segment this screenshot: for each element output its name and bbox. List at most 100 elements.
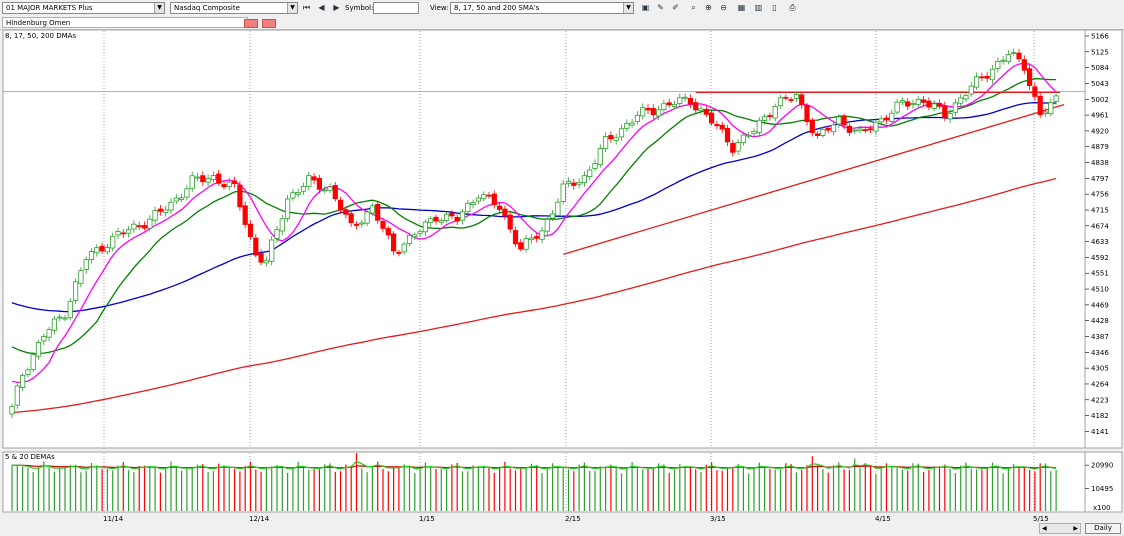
candle-body: [842, 117, 846, 125]
candle-body: [333, 185, 337, 198]
candle-body: [1027, 69, 1031, 86]
candle-body: [598, 148, 602, 164]
price-tick-label: 4387: [1091, 333, 1109, 341]
candle-body: [450, 213, 454, 216]
candle: [243, 202, 247, 229]
candle-body: [688, 98, 692, 104]
candle-body: [338, 200, 342, 210]
price-tick-label: 4346: [1091, 349, 1109, 357]
price-tick-label: 4756: [1091, 191, 1109, 199]
candle-body: [725, 128, 729, 142]
candle-body: [36, 342, 40, 356]
candle-body: [222, 185, 226, 187]
candle-body: [524, 239, 528, 250]
candle-body: [10, 406, 14, 414]
candle-body: [317, 178, 321, 189]
candle-body: [280, 219, 284, 231]
candle-body: [344, 210, 348, 215]
candle-body: [948, 114, 952, 119]
candle-body: [243, 206, 247, 225]
candle-body: [662, 104, 666, 110]
price-panel-title: 8, 17, 50, 200 DMAs: [5, 32, 76, 40]
candle-body: [884, 118, 888, 120]
candle-body: [699, 109, 703, 111]
scroll-right-icon[interactable]: ▶: [1073, 524, 1078, 533]
candle-body: [397, 252, 401, 253]
candle-body: [545, 219, 549, 231]
candle-body: [248, 224, 252, 236]
candle-body: [354, 224, 358, 225]
candle-body: [630, 123, 634, 125]
candle-body: [921, 100, 925, 103]
candle-body: [635, 115, 639, 121]
candle-body: [20, 375, 24, 387]
volume-panel-title: 5 & 20 DEMAs: [5, 453, 55, 461]
candle-body: [26, 370, 30, 375]
scroll-left-icon[interactable]: ◀: [1042, 524, 1047, 533]
candle-body: [407, 235, 411, 243]
price-tick-label: 4141: [1091, 428, 1109, 436]
timeframe-button[interactable]: Daily: [1085, 523, 1121, 534]
candle-body: [519, 243, 523, 249]
candle-body: [641, 108, 645, 116]
candle-body: [932, 104, 936, 109]
candle-body: [847, 126, 851, 132]
candle-body: [572, 183, 576, 186]
candle-body: [561, 184, 565, 202]
price-tick-label: 4715: [1091, 206, 1109, 214]
candle-body: [95, 248, 99, 253]
price-tick-label: 5166: [1091, 33, 1109, 41]
candle-body: [217, 174, 221, 183]
candle-body: [906, 102, 910, 106]
candle-body: [588, 170, 592, 177]
candle-body: [821, 129, 825, 135]
price-tick-label: 4797: [1091, 175, 1109, 183]
candle-body: [709, 113, 713, 123]
candle-body: [927, 101, 931, 107]
candle-body: [307, 176, 311, 187]
candle-body: [529, 238, 533, 240]
candle-body: [201, 176, 205, 182]
candle-body: [566, 182, 570, 184]
date-label: 4/15: [875, 515, 891, 523]
candle-body: [492, 194, 496, 205]
price-tick-label: 4838: [1091, 159, 1109, 167]
candle-body: [513, 231, 517, 244]
candle-body: [694, 103, 698, 110]
candle-body: [969, 86, 973, 94]
date-label: 2/15: [565, 515, 581, 523]
candle-body: [476, 198, 480, 201]
candle-body: [916, 99, 920, 104]
candle-body: [789, 100, 793, 101]
candle-body: [434, 217, 438, 221]
candle-body: [1038, 96, 1042, 114]
price-tick-label: 5084: [1091, 64, 1109, 72]
candle-body: [73, 282, 77, 301]
candle-body: [577, 182, 581, 184]
candle-body: [614, 138, 618, 141]
candle: [1038, 92, 1042, 118]
candle-body: [1001, 60, 1005, 61]
candle-body: [805, 105, 809, 121]
candle-body: [259, 254, 263, 263]
candle-body: [656, 110, 660, 116]
candle-body: [752, 131, 756, 133]
candle-body: [105, 248, 109, 252]
candle-body: [990, 69, 994, 80]
candle-body: [582, 176, 586, 183]
candle: [73, 279, 77, 304]
candle-body: [593, 164, 597, 169]
candle-body: [900, 101, 904, 102]
candle-body: [360, 223, 364, 224]
price-tick-label: 4182: [1091, 412, 1109, 420]
price-tick-label: 4305: [1091, 365, 1109, 373]
candle-body: [651, 108, 655, 114]
candle-body: [815, 134, 819, 136]
volume-tick-label: 10495: [1091, 485, 1113, 493]
candle-body: [736, 143, 740, 152]
horizontal-scrollbar[interactable]: ◀ ▶: [1039, 523, 1081, 534]
candle-body: [275, 230, 279, 239]
candle-body: [238, 185, 242, 207]
candle-body: [868, 129, 872, 130]
price-tick-label: 4879: [1091, 143, 1109, 151]
